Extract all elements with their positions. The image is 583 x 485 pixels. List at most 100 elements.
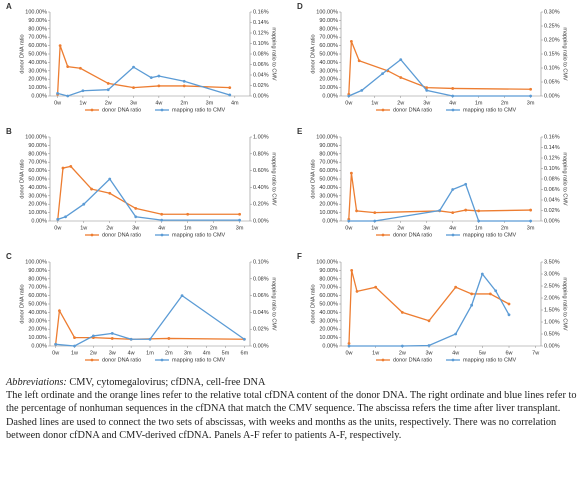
y-tick-label: 0.00% xyxy=(322,343,338,349)
y2-tick-label: 0.14% xyxy=(544,145,560,151)
y2-tick-label: 0.30% xyxy=(544,9,560,15)
point xyxy=(373,219,377,223)
y2-tick-label: 0.05% xyxy=(544,79,560,85)
series-line xyxy=(348,270,510,344)
point xyxy=(242,337,246,341)
y2-axis-title: mapping ratio to CMV xyxy=(271,152,277,206)
x-tick-label: 2w xyxy=(105,100,112,106)
point xyxy=(507,302,511,306)
y-tick-label: 50.00% xyxy=(28,301,47,307)
legend-marker xyxy=(381,233,385,237)
y-tick-label: 30.00% xyxy=(28,193,47,199)
legend-marker xyxy=(381,108,385,112)
y-tick-label: 10.00% xyxy=(28,85,47,91)
y-tick-label: 10.00% xyxy=(319,85,338,91)
y-tick-label: 40.00% xyxy=(28,185,47,191)
x-tick-label: 4w xyxy=(155,100,162,106)
y2-tick-label: 0.16% xyxy=(253,9,269,15)
point xyxy=(228,93,232,97)
point xyxy=(157,84,161,88)
point xyxy=(381,72,384,75)
point xyxy=(180,294,184,297)
x-tick-label: 1m xyxy=(146,350,154,356)
point xyxy=(464,208,468,212)
abbreviations-label: Abbreviations: xyxy=(6,377,67,388)
y-tick-label: 100.00% xyxy=(316,134,338,140)
y-tick-label: 70.00% xyxy=(319,285,338,291)
x-tick-label: 4m xyxy=(203,350,211,356)
panel-letter: B xyxy=(6,127,12,136)
point xyxy=(73,344,76,348)
point xyxy=(78,66,82,70)
x-tick-label: 1w xyxy=(372,350,379,356)
point xyxy=(134,215,138,219)
x-tick-label: 0w xyxy=(345,225,352,231)
legend-marker xyxy=(90,108,94,112)
point xyxy=(454,285,458,289)
x-tick-label: 3w xyxy=(130,100,137,106)
y2-tick-label: 0.04% xyxy=(253,310,269,316)
point xyxy=(108,191,112,195)
point xyxy=(61,166,65,170)
point xyxy=(507,313,511,317)
y2-tick-label: 0.60% xyxy=(253,168,269,174)
point xyxy=(451,94,455,98)
y-axis-title: donor DNA ratio xyxy=(19,159,25,198)
legend-label: mapping ratio to CMV xyxy=(463,357,517,363)
x-tick-label: 2w xyxy=(399,350,406,356)
point xyxy=(238,212,242,216)
y2-tick-label: 0.10% xyxy=(253,259,269,265)
point xyxy=(399,76,403,79)
x-tick-label: 0w xyxy=(345,100,352,106)
point xyxy=(529,87,533,91)
x-tick-label: 3m xyxy=(206,100,214,106)
y2-tick-label: 0.12% xyxy=(253,30,269,36)
y2-axis-title: mapping ratio to CMV xyxy=(271,27,277,81)
y2-tick-label: 0.14% xyxy=(253,20,269,26)
y-tick-label: 60.00% xyxy=(28,43,47,49)
y2-tick-label: 2.50% xyxy=(544,283,560,289)
y-tick-label: 0.00% xyxy=(322,93,338,99)
y2-axis-title: mapping ratio to CMV xyxy=(562,27,568,81)
legend-marker xyxy=(451,358,455,362)
y2-tick-label: 0.50% xyxy=(544,331,560,337)
point xyxy=(347,342,351,345)
point xyxy=(148,337,152,341)
point xyxy=(470,292,474,296)
y-tick-label: 90.00% xyxy=(28,143,47,149)
y-tick-label: 60.00% xyxy=(319,168,338,174)
y-tick-label: 90.00% xyxy=(319,143,338,149)
point xyxy=(451,87,455,90)
y-tick-label: 80.00% xyxy=(319,276,338,282)
legend-marker xyxy=(160,233,164,237)
x-tick-label: 4w xyxy=(449,225,456,231)
x-tick-label: 1w xyxy=(71,350,78,356)
y-tick-label: 50.00% xyxy=(319,176,338,182)
x-tick-label: 5m xyxy=(222,350,230,356)
point xyxy=(350,269,354,272)
legend-label: mapping ratio to CMV xyxy=(463,232,517,238)
x-tick-label: 3w xyxy=(132,225,139,231)
series-line xyxy=(57,165,240,220)
point xyxy=(129,337,133,341)
point xyxy=(355,209,358,213)
y-tick-label: 30.00% xyxy=(28,68,47,74)
y-tick-label: 90.00% xyxy=(319,18,338,24)
y2-tick-label: 0.00% xyxy=(253,93,269,99)
point xyxy=(529,219,533,223)
point xyxy=(66,94,70,98)
y-tick-label: 10.00% xyxy=(319,335,338,341)
legend-label: donor DNA ratio xyxy=(102,232,141,238)
x-tick-label: 2m xyxy=(165,350,173,356)
panel: D 0.00% 10.00% 20.00% 30.00% 40.00% 50.00% 60.0… xyxy=(297,2,568,113)
point xyxy=(82,202,86,206)
y2-tick-label: 0.10% xyxy=(544,166,560,172)
y2-axis-title: mapping ratio to CMV xyxy=(271,277,277,331)
panel-letter: E xyxy=(297,127,303,136)
y-axis-title: donor DNA ratio xyxy=(310,34,316,73)
y2-tick-label: 0.25% xyxy=(544,23,560,29)
panel: E 0.00% 10.00% 20.00% 30.00% 40.00% 50.00% 60.0… xyxy=(297,127,568,238)
point xyxy=(110,337,114,340)
y-tick-label: 20.00% xyxy=(319,327,338,333)
point xyxy=(157,74,161,78)
